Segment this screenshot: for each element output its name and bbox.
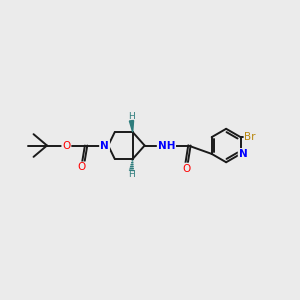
Text: Br: Br xyxy=(244,132,256,142)
Text: N: N xyxy=(238,149,247,159)
Text: N: N xyxy=(100,140,109,151)
Text: H: H xyxy=(128,170,135,179)
Text: NH: NH xyxy=(158,140,175,151)
Text: O: O xyxy=(78,162,86,172)
Text: H: H xyxy=(128,112,135,121)
Polygon shape xyxy=(129,121,134,132)
Text: O: O xyxy=(62,140,70,151)
Text: O: O xyxy=(182,164,190,173)
Text: N: N xyxy=(100,140,109,151)
